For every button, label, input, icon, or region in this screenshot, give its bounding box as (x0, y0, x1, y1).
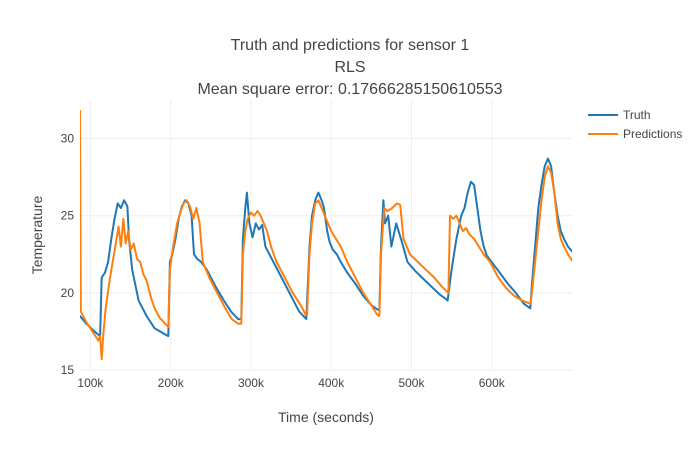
series-lines (80, 109, 572, 361)
x-tick-label: 200k (158, 376, 185, 390)
legend-item-predictions[interactable]: Predictions (588, 127, 682, 141)
chart-title-line-3: Mean square error: 0.17666285150610553 (197, 81, 502, 98)
x-axis-ticks: 100k 200k 300k 400k 500k 600k (77, 376, 505, 390)
legend-item-truth[interactable]: Truth (588, 108, 651, 122)
x-tick-label: 400k (318, 376, 345, 390)
y-tick-label: 30 (61, 132, 75, 146)
chart-title-line-1: Truth and predictions for sensor 1 (231, 37, 470, 54)
y-axis-ticks: 15 20 25 30 (61, 132, 75, 377)
x-axis-title: Time (seconds) (278, 409, 374, 425)
legend-label: Truth (623, 108, 651, 122)
x-tick-label: 600k (479, 376, 506, 390)
grid (80, 100, 572, 371)
chart-title: Truth and predictions for sensor 1 RLS M… (197, 37, 502, 98)
y-tick-label: 15 (61, 363, 75, 377)
y-tick-label: 25 (61, 209, 75, 223)
x-tick-label: 100k (77, 376, 104, 390)
legend[interactable]: Truth Predictions (588, 108, 682, 141)
series-line-truth (80, 157, 572, 338)
x-tick-label: 300k (238, 376, 265, 390)
y-axis-title: Temperature (29, 195, 45, 274)
legend-label: Predictions (623, 127, 682, 141)
series-line-predictions (80, 109, 572, 361)
x-tick-label: 500k (398, 376, 425, 390)
chart-title-line-2: RLS (334, 59, 365, 76)
y-tick-label: 20 (61, 286, 75, 300)
